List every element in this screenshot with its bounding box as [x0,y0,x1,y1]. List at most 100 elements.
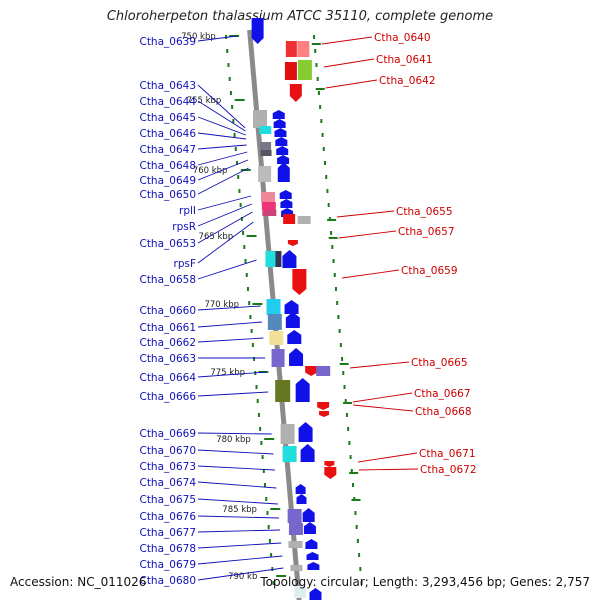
right-gene-label: Ctha_0671 [419,448,476,460]
track-dot [244,259,247,263]
track-dot [246,287,249,291]
gene-arrow [305,366,318,376]
track-dot [260,441,263,445]
track-dot [315,63,318,67]
left-gene-label: Ctha_0646 [139,128,196,140]
track-dot [237,175,240,179]
right-gene-label: Ctha_0642 [379,75,436,87]
gene-arrow [292,269,307,295]
left-leader-line [197,432,272,435]
gene-arrow [295,378,310,402]
track-dot [349,455,352,459]
gene-arrow [287,330,302,344]
left-leader-line [197,167,249,195]
reverse-gene [289,84,302,102]
track-dot [359,567,362,571]
gene-feature [261,202,276,210]
track-dot [236,161,239,165]
left-leader-line [197,321,263,328]
track-dot [345,413,348,417]
left-leader-line [197,221,254,264]
scale-label: 760 kbp [193,166,228,176]
gene-feature [262,210,277,216]
gene-feature [316,366,331,376]
scale-label: 790 kb [228,572,257,582]
left-gene-label: Ctha_0669 [139,428,196,440]
gene-feature [266,299,281,315]
left-gene-label: Ctha_0661 [139,322,196,334]
track-dot [314,49,317,53]
left-leader-line [197,259,257,280]
scale-label: 780 kbp [216,435,251,445]
left-gene-label: Ctha_0676 [139,511,196,523]
ticks-layer [225,35,363,585]
right-leader-line [338,230,397,239]
track-dot [229,91,232,95]
track-dot [234,147,237,151]
left-leader-line [197,498,278,505]
left-gene-label: Ctha_0670 [139,445,196,457]
right-gene-label: Ctha_0655 [396,206,453,218]
gene-arrow [302,508,315,522]
right-leader-line [342,269,400,279]
gene-arrow [279,190,292,199]
track-dot [360,581,363,585]
left-gene-label: Ctha_0643 [139,80,196,92]
left-gene-label: Ctha_0658 [139,274,196,286]
left-gene-label: Ctha_0662 [139,337,196,349]
track-dot [238,189,241,193]
gene-feature [290,565,303,571]
left-leader-line [197,100,246,132]
left-leader-line [197,305,261,311]
track-dot [227,63,230,67]
forward-gene [273,119,286,128]
gene-feature [287,509,302,523]
gene-arrow [296,494,307,504]
forward-gene [274,128,287,137]
track-dot [255,385,258,389]
left-leader-line [197,337,264,343]
left-gene-label: Ctha_0644 [139,96,196,108]
left-gene-label: Ctha_0679 [139,559,196,571]
left-gene-label: Ctha_0660 [139,305,196,317]
right-labels-layer: Ctha_0640 Ctha_0641 Ctha_0642 Ctha_0655 Ctha… [321,32,477,476]
track-dot [320,119,323,123]
left-leader-line [197,481,277,489]
left-leader-line [197,555,283,565]
left-gene-label: Ctha_0666 [139,391,196,403]
left-leader-line [197,391,269,397]
track-dot [332,259,335,263]
forward-gene [272,110,285,119]
gene-feature [285,41,297,57]
track-dot [228,77,231,81]
gene-arrow [303,522,316,534]
track-dot [267,525,270,529]
gene-feature [297,41,310,57]
left-leader-line [197,203,252,227]
gene-feature [260,192,275,202]
track-dot [257,413,260,417]
left-gene-label: Ctha_0650 [139,189,196,201]
gene-feature [271,349,285,367]
track-dot [326,189,329,193]
track-dot [249,315,252,319]
track-dot [344,399,347,403]
gene-arrow [280,199,293,208]
track-dot [325,175,328,179]
right-leader-line [353,404,414,412]
track-dot [268,539,271,543]
left-gene-label: Ctha_0678 [139,543,196,555]
left-gene-label: Ctha_0663 [139,353,196,365]
right-gene-label: Ctha_0659 [401,265,458,277]
right-leader-line [349,361,410,369]
gene-feature [259,126,272,134]
gene-feature [297,216,311,224]
left-gene-label: rplI [179,205,196,217]
left-leader-line [197,84,246,129]
left-gene-label: rpsF [174,258,197,270]
left-leader-line [197,211,253,244]
gene-arrow [324,467,337,479]
right-leader-line [358,468,419,471]
gene-arrow [309,588,322,600]
